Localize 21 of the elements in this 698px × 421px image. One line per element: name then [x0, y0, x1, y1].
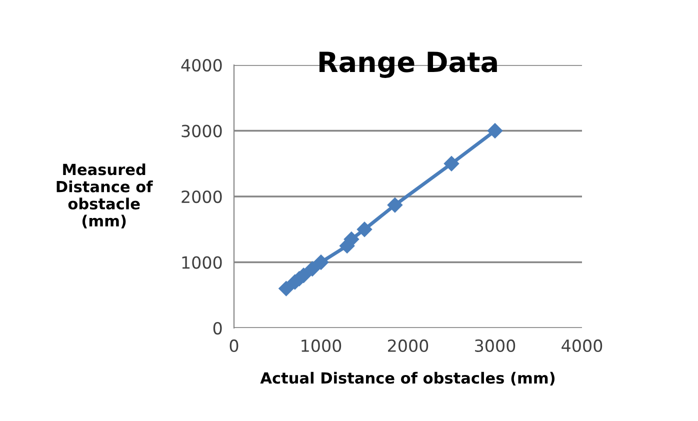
chart-title: Range Data	[319, 52, 497, 78]
point	[304, 261, 320, 276]
x-tick-label: 3000	[475, 339, 516, 352]
y-tick-label: 0	[213, 322, 222, 335]
point	[278, 280, 294, 296]
point	[444, 156, 460, 172]
x-axis-title: Actual Distance of obstacles (mm)	[260, 372, 555, 386]
y-tick-label: 2000	[182, 190, 222, 204]
point	[313, 254, 329, 270]
point	[387, 197, 403, 213]
y-tick-label: 1000	[182, 256, 222, 269]
point	[344, 232, 360, 247]
y-tick-label: 4000	[181, 58, 222, 72]
x-tick-label: 4000	[562, 339, 602, 352]
x-tick-label: 2000	[388, 339, 428, 352]
point	[487, 123, 503, 138]
point	[356, 222, 372, 237]
x-tick-label: 0	[230, 339, 238, 352]
y-axis-title: Measured Distance of obstacle (mm)	[56, 163, 153, 228]
x-tick-label: 1000	[302, 339, 342, 352]
y-tick-label: 3000	[182, 124, 222, 138]
